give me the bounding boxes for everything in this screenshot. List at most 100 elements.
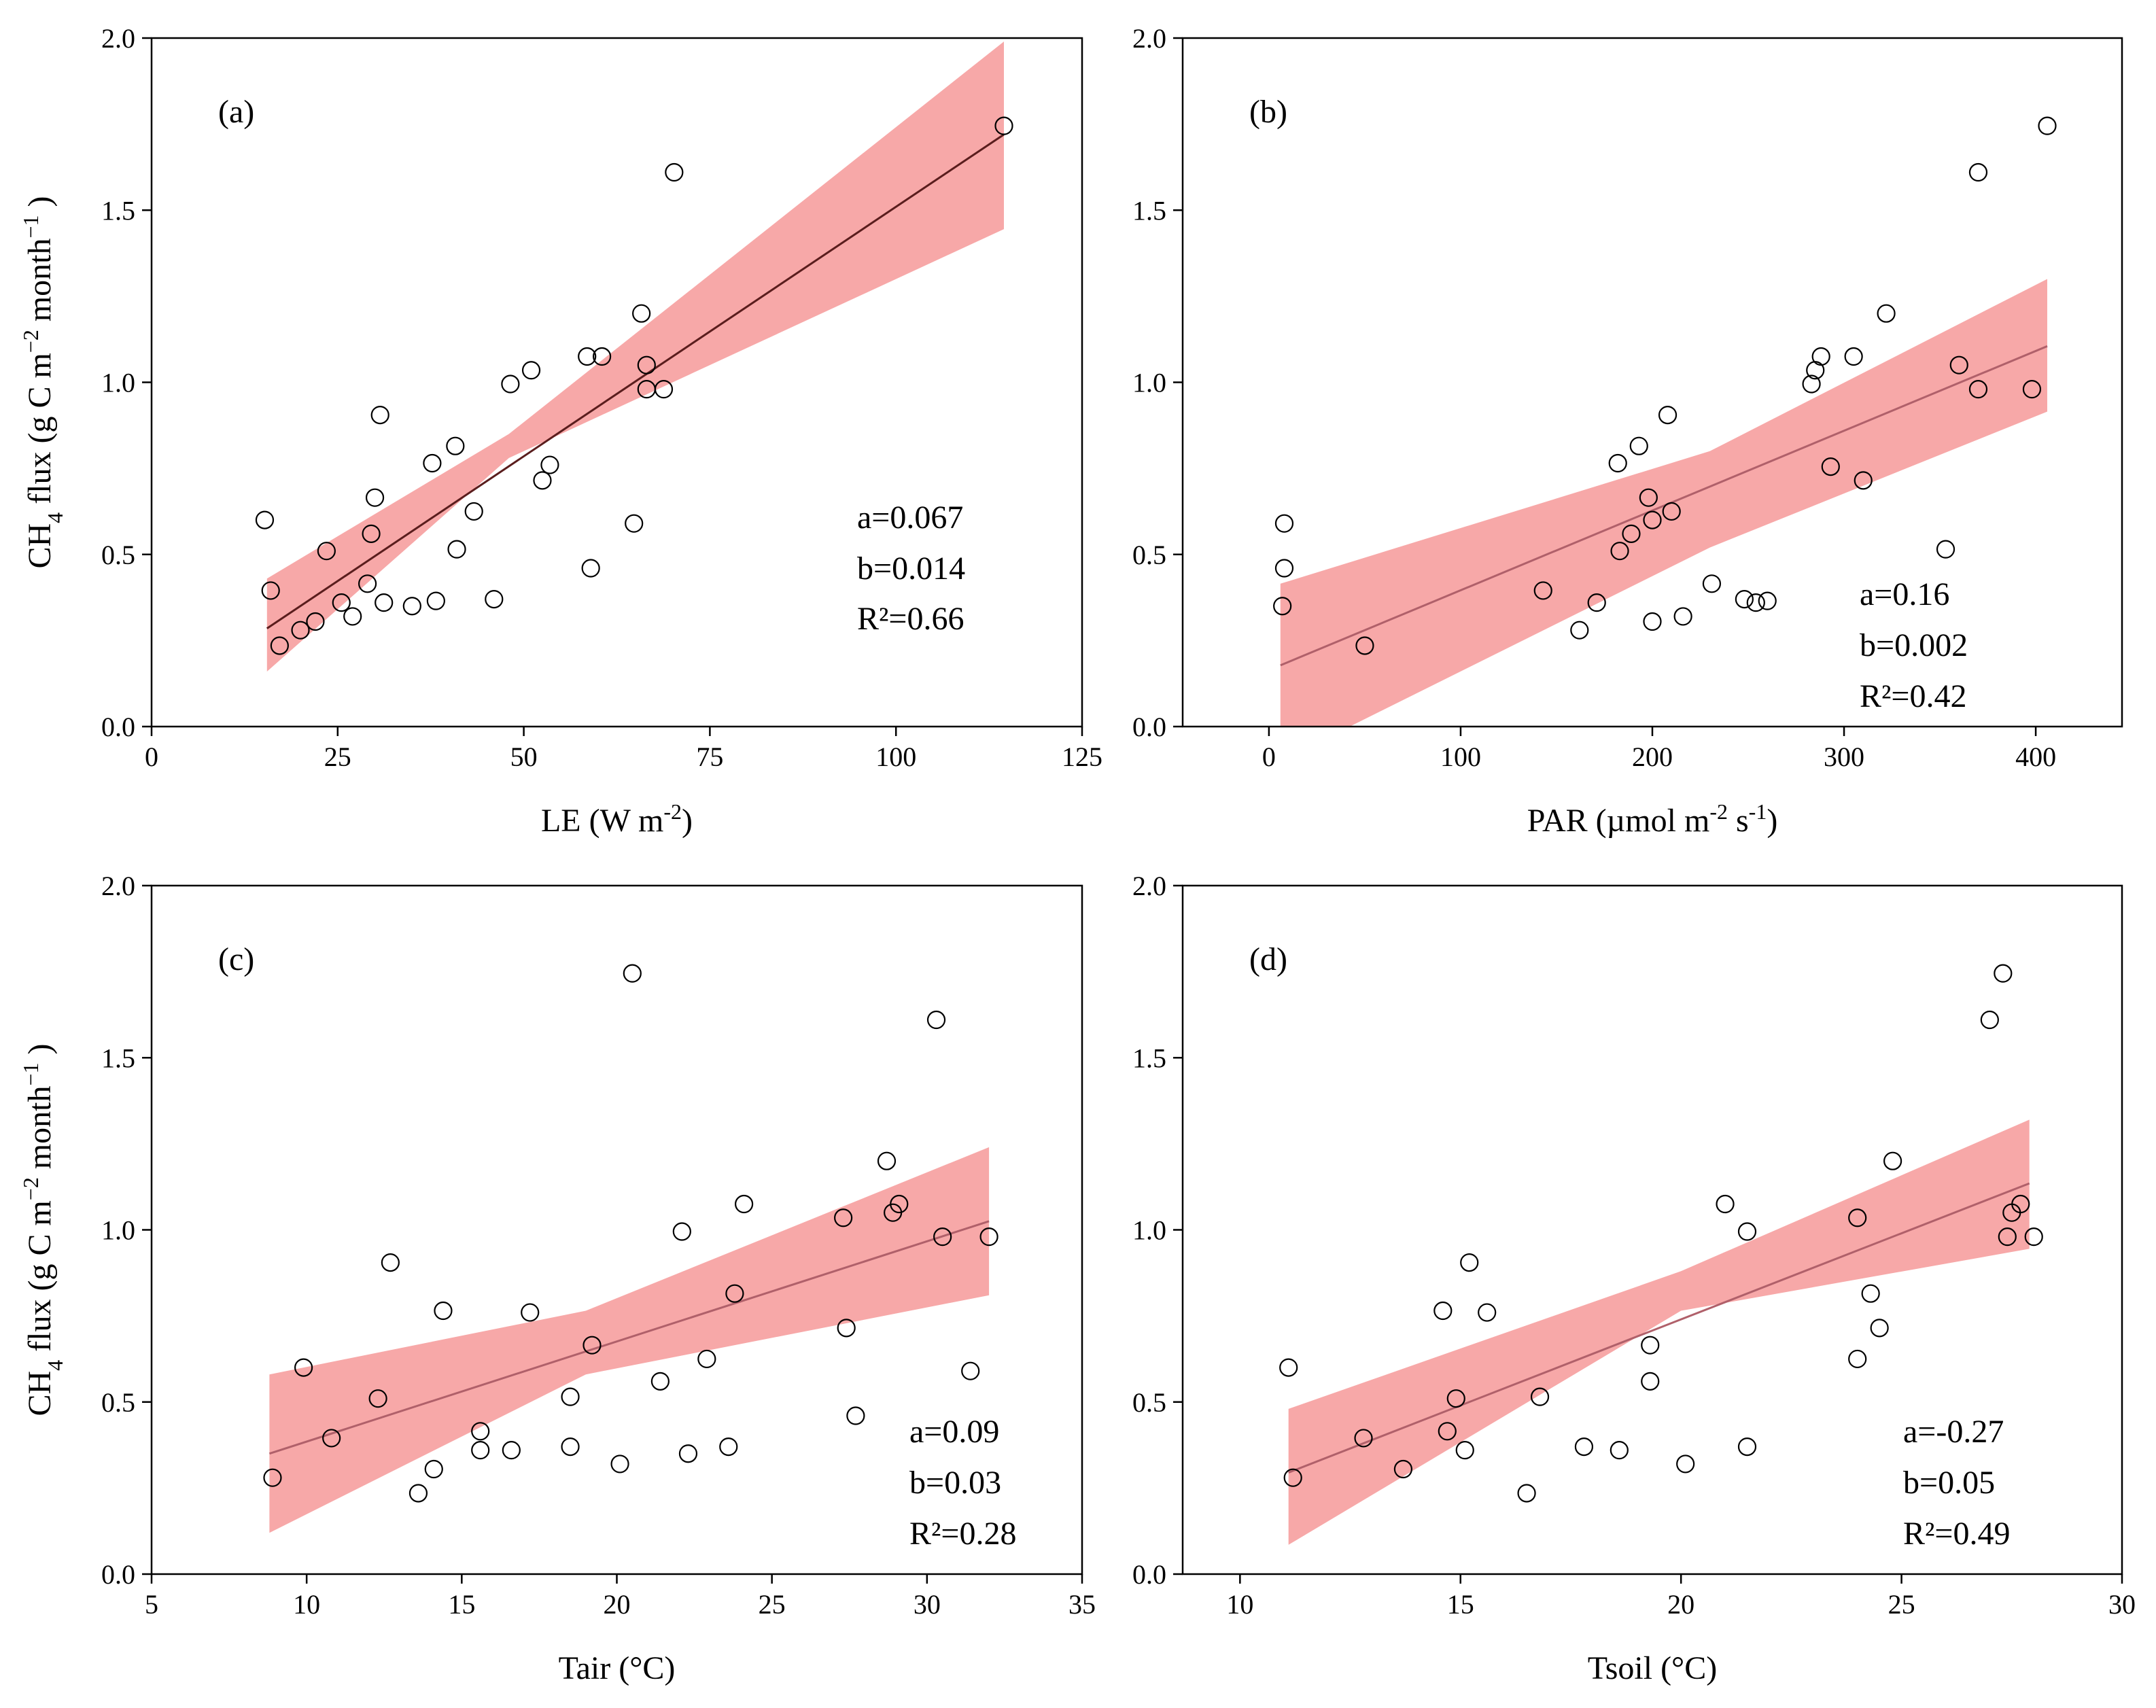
data-point xyxy=(1274,559,1294,578)
data-point xyxy=(365,488,385,507)
data-point xyxy=(650,1372,670,1391)
data-point xyxy=(1446,1389,1465,1408)
data-point xyxy=(994,116,1013,135)
data-point xyxy=(381,1253,400,1272)
data-point xyxy=(1641,1372,1660,1391)
data-point xyxy=(1848,1349,1867,1369)
data-point xyxy=(1673,607,1692,626)
data-point xyxy=(1737,1222,1757,1241)
data-point xyxy=(961,1361,980,1380)
stat-b: b=0.014 xyxy=(857,551,965,587)
data-point xyxy=(1758,591,1777,610)
data-point xyxy=(734,1194,754,1214)
data-point xyxy=(1639,488,1658,507)
data-point xyxy=(1936,540,1955,559)
data-point xyxy=(423,453,442,473)
x-axis-title: Tsoil (°C) xyxy=(1588,1650,1718,1686)
data-point xyxy=(1478,1303,1497,1322)
data-point xyxy=(665,162,684,182)
data-point xyxy=(261,581,280,600)
confidence-band xyxy=(269,1147,990,1533)
y-tick-label: 0.5 xyxy=(1132,1387,1166,1418)
regression-line xyxy=(1280,345,2048,667)
y-axis-title: CH4 flux (g C m−2 month−1 ) xyxy=(18,196,67,568)
data-point xyxy=(1848,1208,1867,1227)
data-point xyxy=(632,304,651,323)
x-tick-label: 25 xyxy=(1888,1589,1915,1620)
data-point xyxy=(426,591,445,610)
x-tick-label: 125 xyxy=(1062,742,1102,772)
data-point xyxy=(678,1444,698,1463)
y-tick-label: 2.0 xyxy=(1132,871,1166,901)
stat-r2: R²=0.66 xyxy=(857,601,964,637)
data-point xyxy=(368,1389,387,1408)
data-point xyxy=(1949,355,1968,374)
data-point xyxy=(1883,1151,1902,1170)
data-point xyxy=(1844,347,1863,366)
data-point xyxy=(1274,514,1294,533)
data-point xyxy=(291,621,310,640)
x-tick-label: 100 xyxy=(1440,742,1481,772)
data-point xyxy=(343,607,362,626)
data-point xyxy=(1802,374,1821,394)
stat-a: a=0.16 xyxy=(1860,576,1949,612)
data-point xyxy=(1643,510,1662,529)
stat-b: b=0.05 xyxy=(1903,1465,1995,1501)
data-point xyxy=(1355,636,1374,655)
data-point xyxy=(408,1484,428,1503)
data-point xyxy=(719,1437,738,1457)
panel-label: (d) xyxy=(1249,941,1287,977)
data-point xyxy=(1662,502,1681,521)
x-tick-label: 10 xyxy=(1226,1589,1253,1620)
x-axis-title: Tair (°C) xyxy=(559,1650,676,1686)
stat-r2: R²=0.28 xyxy=(909,1516,1016,1552)
regression-line xyxy=(1288,1182,2030,1474)
data-point xyxy=(1574,1437,1594,1457)
y-axis-title: CH4 flux (g C m−2 month−1 ) xyxy=(18,1043,67,1416)
x-tick-label: 100 xyxy=(875,742,916,772)
data-point xyxy=(424,1459,443,1479)
data-point xyxy=(2038,116,2057,135)
data-point xyxy=(362,524,381,543)
data-point xyxy=(322,1429,341,1448)
y-tick-label: 1.0 xyxy=(1132,1215,1166,1246)
data-point xyxy=(1587,593,1606,612)
confidence-band xyxy=(266,41,1004,672)
data-point xyxy=(1393,1459,1413,1479)
panel-b: 0.0 0.5 1.0 1.5 2.0 0 100 200 300 400 PAR (µmol m-… xyxy=(1132,23,2123,839)
data-point xyxy=(846,1406,865,1425)
y-tick-label: 2.0 xyxy=(101,23,135,54)
data-point xyxy=(1610,542,1629,561)
data-point xyxy=(306,612,325,631)
stat-a: a=-0.27 xyxy=(1903,1414,2004,1450)
y-tick-label: 2.0 xyxy=(1132,23,1166,54)
data-point xyxy=(979,1227,998,1247)
data-point xyxy=(834,1208,853,1227)
data-point xyxy=(654,380,674,399)
data-point xyxy=(1702,574,1722,593)
data-point xyxy=(332,593,351,612)
data-point xyxy=(1854,471,1873,490)
data-point xyxy=(837,1319,856,1338)
data-point xyxy=(1870,1319,1889,1338)
data-point xyxy=(561,1387,580,1406)
data-point xyxy=(447,540,466,559)
data-point xyxy=(1610,1441,1629,1460)
x-tick-label: 0 xyxy=(145,742,158,772)
data-point xyxy=(446,436,465,455)
y-tick-label: 1.5 xyxy=(1132,1043,1166,1073)
y-tick-label: 0.5 xyxy=(1132,540,1166,570)
data-point xyxy=(1735,589,1754,609)
data-point xyxy=(533,471,552,490)
x-tick-label: 0 xyxy=(1262,742,1276,772)
data-point xyxy=(464,502,483,521)
data-point xyxy=(358,574,377,593)
data-point xyxy=(540,455,559,474)
data-point xyxy=(637,380,656,399)
panel-label: (c) xyxy=(218,941,254,977)
data-point xyxy=(1433,1301,1453,1321)
data-point xyxy=(1811,347,1830,366)
panel-label: (a) xyxy=(218,94,254,130)
x-tick-label: 400 xyxy=(2015,742,2056,772)
